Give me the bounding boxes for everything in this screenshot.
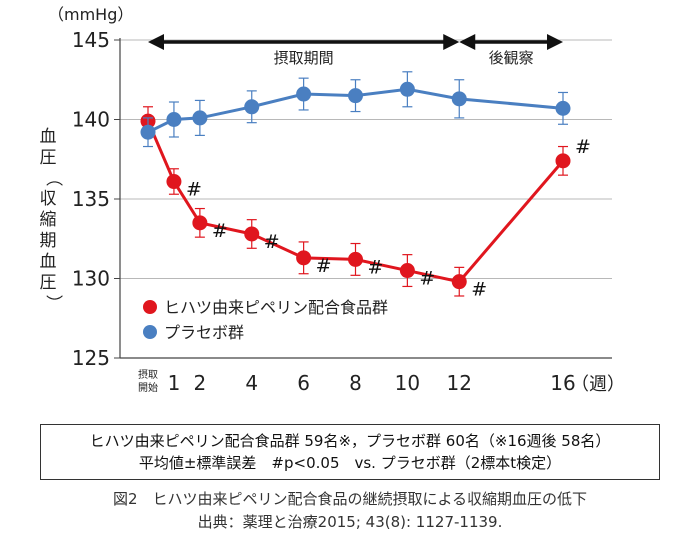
xtick-label-1: 1	[168, 371, 181, 395]
series-1	[140, 71, 571, 148]
data-point	[166, 112, 182, 127]
data-point	[555, 100, 571, 116]
ytick-label-130: 130	[72, 267, 110, 291]
y-axis-label-char: 縮	[40, 210, 57, 230]
data-point	[555, 153, 571, 169]
xtick-label-4: 4	[245, 371, 258, 395]
legend-label-1: プラセボ群	[164, 323, 244, 342]
y-axis-label-char: 期	[40, 231, 57, 251]
y-axis-label-char: 血	[40, 252, 57, 272]
y-axis-label-char: 血	[40, 127, 57, 147]
y-axis-label-char: （	[43, 170, 63, 187]
xtick-label-12: 12	[447, 371, 472, 395]
significance-mark: #	[316, 255, 332, 277]
y-axis-label-char: ）	[43, 295, 63, 312]
significance-mark: #	[186, 179, 202, 201]
legend-item-0: ヒハツ由来ピペリン配合食品群	[143, 298, 388, 317]
x-unit-label: （週）	[571, 374, 625, 395]
significance-mark: #	[575, 136, 591, 158]
ytick-label-135: 135	[72, 187, 110, 211]
significance-mark: #	[419, 268, 435, 290]
legend-item-1: プラセボ群	[143, 323, 244, 342]
series-0: # # # # # # # #	[140, 106, 591, 301]
data-point	[451, 274, 467, 290]
data-point	[244, 99, 260, 115]
significance-mark: #	[212, 220, 228, 242]
ytick-label-125: 125	[72, 346, 110, 370]
period-label-0: 摂取期間	[274, 49, 334, 67]
notes-line-1: ヒハツ由来ピペリン配合食品群 59名※，プラセボ群 60名（※16週後 58名）	[89, 432, 611, 450]
notes-line-2: 平均値±標準誤差 #p<0.05 vs. プラセボ群（2標本t検定）	[138, 454, 562, 472]
period-arrow-head-right	[547, 34, 563, 50]
y-unit-label: （mmHg）	[48, 5, 133, 24]
study-notes-box: ヒハツ由来ピペリン配合食品群 59名※，プラセボ群 60名（※16週後 58名）…	[40, 424, 660, 480]
legend-label-0: ヒハツ由来ピペリン配合食品群	[164, 298, 388, 317]
caption-source: 出典：薬理と治療2015; 43(8): 1127-1139.	[197, 513, 503, 531]
y-axis-label-char: 圧	[40, 273, 57, 293]
legend-marker-0	[143, 300, 157, 314]
data-point	[296, 86, 312, 102]
data-point	[166, 174, 182, 190]
data-point	[451, 91, 467, 107]
y-axis-label: 血圧（収縮期血圧）	[40, 127, 64, 312]
data-point	[244, 226, 260, 242]
legend-marker-1	[143, 325, 157, 339]
figure-caption: 図2 ヒハツ由来ピペリン配合食品の継続摂取による収縮期血圧の低下 出典：薬理と治…	[0, 488, 700, 534]
xtick-label-10: 10	[395, 371, 420, 395]
ytick-label-145: 145	[72, 28, 110, 52]
period-arrow-head-left	[459, 34, 476, 50]
ytick-label-140: 140	[72, 108, 110, 132]
y-axis-label-char: 圧	[40, 148, 57, 168]
xtick-label-16: 16	[550, 371, 575, 395]
period-0: 摂取期間	[148, 34, 460, 67]
y-axis-label-char: 収	[40, 189, 57, 209]
data-point	[399, 263, 415, 279]
caption-title: 図2 ヒハツ由来ピペリン配合食品の継続摂取による収縮期血圧の低下	[112, 490, 588, 508]
period-arrow-head-right	[443, 34, 460, 50]
data-point	[348, 251, 363, 267]
xtick-label-6: 6	[297, 371, 310, 395]
xtick-label-8: 8	[349, 371, 362, 395]
data-point	[296, 250, 312, 266]
significance-mark: #	[264, 231, 280, 253]
significance-mark: #	[471, 279, 487, 301]
xtick-start-label-bottom: 開始	[138, 381, 158, 394]
period-label-1: 後観察	[489, 49, 534, 67]
data-point	[192, 110, 208, 126]
xtick-label-2: 2	[194, 371, 207, 395]
data-point	[140, 124, 156, 140]
data-point	[192, 215, 208, 231]
period-arrow-head-left	[148, 34, 164, 50]
significance-mark: #	[368, 256, 384, 278]
period-1: 後観察	[459, 34, 563, 67]
xtick-start-label-top: 摂取	[138, 368, 158, 381]
data-point	[399, 81, 415, 97]
data-point	[348, 88, 363, 104]
